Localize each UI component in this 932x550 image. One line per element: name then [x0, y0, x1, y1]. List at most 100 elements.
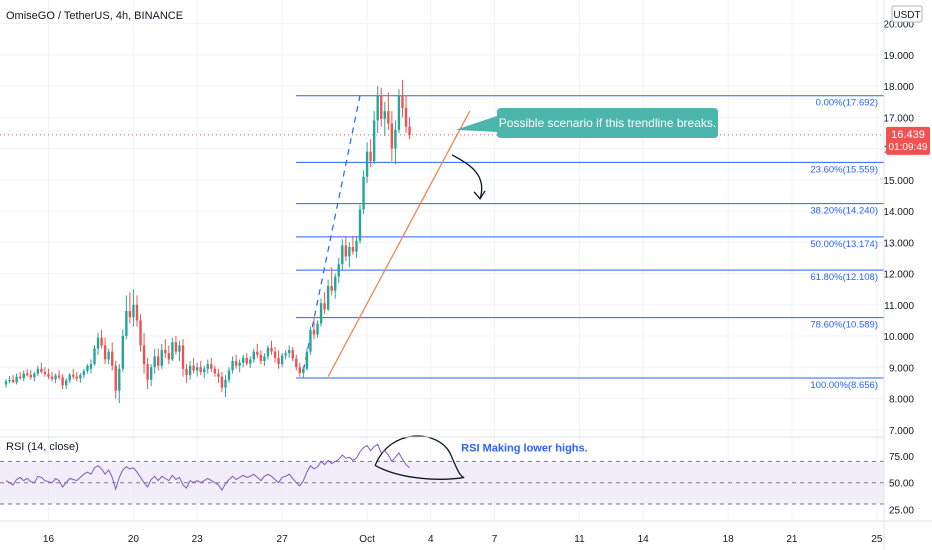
rsi-line — [5, 443, 410, 492]
candle-body — [139, 320, 142, 346]
fibonacci-retracement[interactable]: 0.00%(17.692) 23.60%(15.559) 38.20%(14.240… — [296, 95, 884, 391]
candle-body — [326, 286, 330, 310]
rsi-tick-label: 25.00 — [889, 505, 914, 516]
scenario-arrow[interactable] — [451, 154, 483, 200]
candle-body — [334, 276, 337, 291]
time-tick-label: 25 — [871, 534, 883, 545]
candle-body — [178, 345, 181, 352]
candle-body — [277, 357, 280, 365]
candle-body — [227, 370, 231, 380]
candle-body — [47, 374, 50, 377]
price-tick-label: 14.000 — [883, 207, 914, 218]
fib-level-label: 50.00%(13.174) — [810, 239, 878, 250]
candle-body — [54, 375, 57, 380]
time-tick-label: 4 — [428, 534, 434, 545]
candle-body — [256, 351, 259, 355]
price-tick-label: 19.000 — [883, 51, 914, 62]
candle-body — [118, 368, 121, 391]
price-tag-background — [886, 126, 930, 155]
candle-body — [8, 379, 11, 382]
candle-body — [323, 303, 326, 310]
rsi-annotation-text[interactable]: RSI Making lower highs. — [461, 442, 588, 454]
candle-body — [245, 357, 248, 364]
candle-body — [171, 342, 174, 360]
price-tick-label: 7.000 — [889, 426, 914, 437]
candle-body — [249, 359, 252, 364]
candle-body — [43, 371, 47, 375]
candle-body — [341, 245, 344, 265]
candle-body — [355, 240, 358, 252]
price-tick-label: 17.000 — [883, 113, 914, 124]
candle-body — [270, 347, 273, 352]
candle-series — [0, 79, 884, 404]
fib-level-label: 100.00%(8.656) — [810, 380, 878, 391]
candle-body — [298, 367, 302, 373]
candle-body — [167, 353, 171, 360]
fib-level-label: 38.20%(14.240) — [810, 206, 878, 217]
time-tick-label: 23 — [192, 534, 204, 545]
price-tick-label: 11.000 — [884, 301, 914, 312]
currency-badge[interactable]: USDT — [891, 5, 923, 23]
candle-body — [160, 350, 163, 366]
candle-body — [195, 367, 199, 371]
candle-body — [351, 246, 355, 252]
candle-body — [181, 345, 185, 369]
candle-body — [100, 337, 103, 346]
candle-body — [107, 351, 110, 360]
candle-body — [36, 368, 40, 374]
price-tick-label: 10.000 — [883, 332, 914, 343]
fib-level-label: 0.00%(17.692) — [816, 98, 878, 109]
candle-body — [390, 123, 394, 149]
candle-body — [4, 381, 8, 385]
candle-body — [33, 373, 36, 378]
candle-body — [259, 354, 263, 362]
candle-body — [408, 126, 411, 135]
time-tick-label: 27 — [277, 534, 289, 545]
candle-body — [280, 355, 284, 365]
rsi-title[interactable]: RSI (14, close) — [6, 441, 79, 453]
candle-body — [72, 374, 75, 377]
price-tick-label: 13.000 — [883, 238, 914, 249]
callout-annotation[interactable]: Possible scenario if this trendline brea… — [455, 108, 718, 138]
candle-body — [121, 336, 125, 369]
time-tick-label: 11 — [574, 534, 585, 545]
time-tick-label: Oct — [359, 534, 375, 545]
candle-body — [220, 376, 224, 388]
projection-line[interactable] — [302, 95, 361, 371]
time-tick-label: 21 — [786, 534, 798, 545]
candle-body — [348, 246, 351, 257]
candle-body — [26, 373, 29, 376]
candle-body — [330, 286, 333, 291]
candle-body — [387, 111, 390, 124]
price-tick-label: 8.000 — [889, 395, 914, 406]
candle-body — [185, 368, 188, 376]
time-tick-label: 18 — [723, 534, 735, 545]
candle-body — [337, 264, 340, 277]
callout-text: Possible scenario if this trendline brea… — [499, 116, 716, 130]
candle-body — [376, 95, 379, 121]
time-tick-label: 20 — [128, 534, 140, 545]
candle-body — [153, 356, 156, 368]
candle-body — [50, 376, 54, 380]
candle-body — [111, 351, 114, 366]
candle-body — [149, 367, 153, 380]
candle-body — [401, 95, 404, 108]
candle-body — [203, 368, 206, 372]
candle-body — [86, 365, 89, 372]
candle-body — [380, 95, 383, 119]
candle-body — [217, 373, 220, 377]
candle-body — [291, 350, 294, 359]
candle-body — [369, 151, 372, 162]
candle-body — [263, 356, 266, 362]
symbol-title[interactable]: OmiseGO / TetherUS, 4h, BINANCE — [6, 10, 183, 22]
candle-body — [404, 107, 408, 127]
candle-body — [22, 373, 25, 379]
candle-body — [164, 350, 167, 354]
trendline[interactable] — [327, 110, 471, 377]
candle-body — [213, 368, 217, 374]
last-price-tag[interactable]: 16.439 01:09:49 — [886, 126, 930, 155]
price-tick-label: 12.000 — [883, 270, 914, 281]
candle-body — [61, 377, 64, 386]
candle-body — [241, 357, 245, 363]
